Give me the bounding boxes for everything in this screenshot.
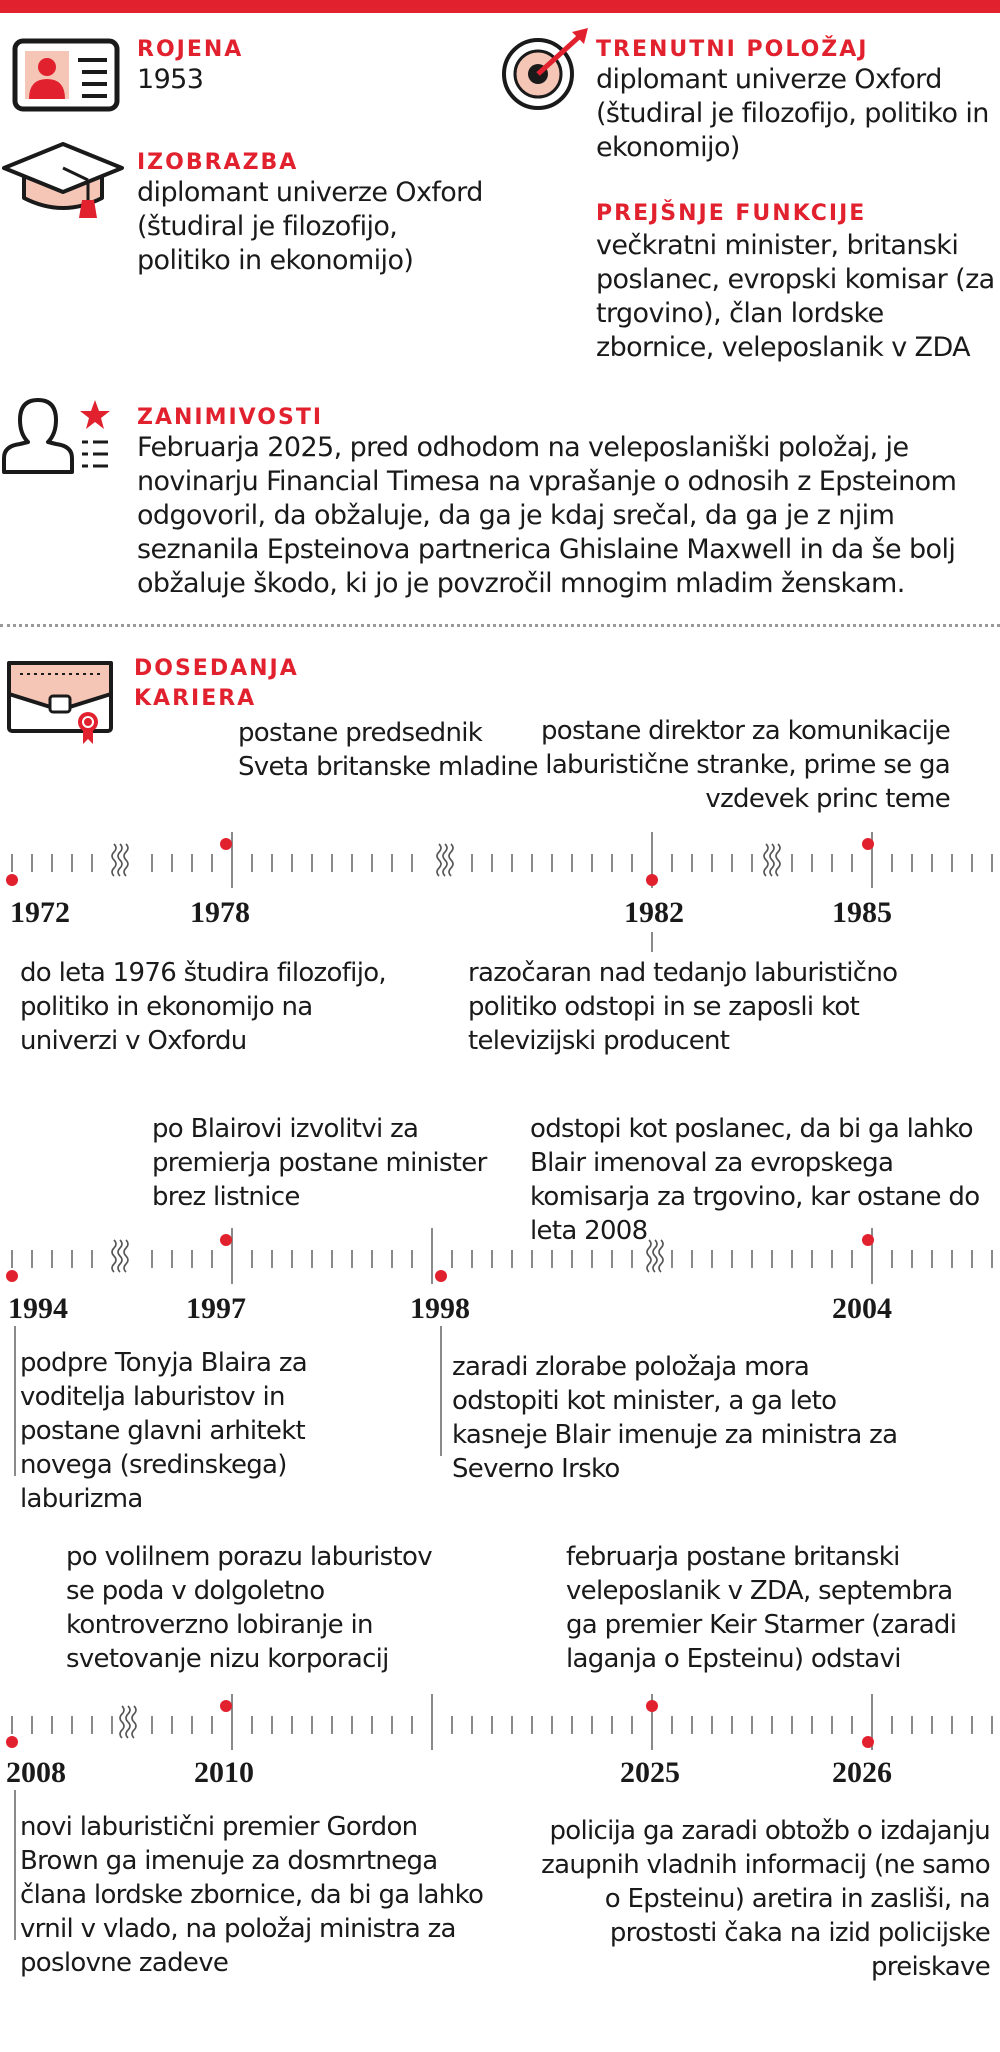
- timeline-break-mark: [123, 843, 129, 877]
- event-1985: postane direktor za komunikacije laburis…: [540, 716, 951, 814]
- timeline-break-mark: [652, 1239, 658, 1273]
- event-2008: novi laburistični premier Gordon Brown g…: [20, 1812, 484, 1978]
- event-2025: februarja postane britanski veleposlanik…: [566, 1542, 957, 1674]
- career-label-1: DOSEDANJA: [134, 656, 299, 681]
- event-dot: [435, 1270, 447, 1282]
- timeline-break-mark: [117, 1239, 123, 1273]
- year-1998: 1998: [410, 1292, 470, 1325]
- year-2004: 2004: [832, 1292, 892, 1325]
- timeline-break-mark: [442, 843, 448, 877]
- trivia-label: ZANIMIVOSTI: [137, 405, 324, 430]
- event-dot: [862, 1736, 874, 1748]
- target-icon: [502, 28, 588, 110]
- connector-2008: [14, 1790, 16, 1940]
- year-1994: 1994: [8, 1292, 68, 1325]
- person-star-icon: [2, 398, 110, 474]
- year-2025: 2025: [620, 1756, 680, 1789]
- event-dot: [646, 874, 658, 886]
- connector-1998: [440, 1326, 442, 1456]
- timeline-break-mark: [123, 1239, 129, 1273]
- year-1985: 1985: [832, 896, 892, 929]
- education-label: IZOBRAZBA: [137, 150, 299, 175]
- year-1972: 1972: [10, 896, 70, 929]
- education-value: diplomant univerze Oxford (študiral je f…: [137, 177, 483, 276]
- timeline-break-mark: [111, 1239, 117, 1273]
- year-1982: 1982: [624, 896, 684, 929]
- previous-functions-label: PREJŠNJE FUNKCIJE: [596, 201, 867, 226]
- event-2004: odstopi kot poslanec, da bi ga lahko Bla…: [530, 1114, 980, 1246]
- timeline-break-mark: [646, 1239, 652, 1273]
- timeline-break-mark: [658, 1239, 664, 1273]
- timeline-1: [6, 832, 993, 888]
- top-accent-bar: [0, 0, 1000, 13]
- year-1978: 1978: [190, 896, 250, 929]
- timeline-break-mark: [775, 843, 781, 877]
- timeline-break-mark: [117, 843, 123, 877]
- timeline-2: [6, 1228, 993, 1284]
- year-1997: 1997: [186, 1292, 246, 1325]
- current-position-label: TRENUTNI POLOŽAJ: [596, 37, 869, 62]
- event-dot: [6, 1736, 18, 1748]
- career-label-2: KARIERA: [134, 686, 257, 711]
- timeline-break-mark: [448, 843, 454, 877]
- event-dot: [220, 1234, 232, 1246]
- timeline-break-mark: [111, 843, 117, 877]
- connector-1994: [14, 1326, 16, 1476]
- event-2026: policija ga zaradi obtožb o izdajanju za…: [541, 1816, 991, 1982]
- section-divider: [0, 624, 1000, 627]
- event-1997: po Blairovi izvolitvi za premierja posta…: [152, 1114, 487, 1212]
- born-label: ROJENA: [137, 37, 244, 62]
- event-1982: razočaran nad tedanjo laburistično polit…: [468, 958, 898, 1056]
- event-dot: [862, 838, 874, 850]
- year-2008: 2008: [6, 1756, 66, 1789]
- previous-functions-value: večkratni minister, britanski poslanec, …: [596, 230, 995, 363]
- connector-1982: [651, 932, 653, 952]
- timeline-break-mark: [436, 843, 442, 877]
- event-dot: [6, 874, 18, 886]
- timeline-break-mark: [763, 843, 769, 877]
- event-dot: [220, 1700, 232, 1712]
- event-1998: zaradi zlorabe položaja mora odstopiti k…: [452, 1352, 898, 1484]
- event-dot: [862, 1234, 874, 1246]
- timeline-break-mark: [119, 1705, 125, 1739]
- id-card-icon: [12, 38, 120, 112]
- timeline-3: [6, 1694, 993, 1750]
- timeline-break-mark: [131, 1705, 137, 1739]
- event-dot: [6, 1270, 18, 1282]
- born-value: 1953: [137, 64, 204, 95]
- graduation-cap-icon: [2, 142, 124, 218]
- timeline-break-mark: [769, 843, 775, 877]
- current-position-value: diplomant univerze Oxford (študiral je f…: [596, 64, 989, 163]
- year-2026: 2026: [832, 1756, 892, 1789]
- envelope-seal-icon: [7, 661, 113, 744]
- year-2010: 2010: [194, 1756, 254, 1789]
- event-1978: postane predsednik Sveta britanske mladi…: [238, 718, 539, 782]
- trivia-value: Februarja 2025, pred odhodom na veleposl…: [137, 432, 957, 599]
- timeline-break-mark: [125, 1705, 131, 1739]
- event-1994: podpre Tonyja Blaira za voditelja laburi…: [20, 1348, 308, 1514]
- event-1972: do leta 1976 študira filozofijo, politik…: [20, 958, 387, 1056]
- event-2010: po volilnem porazu laburistov se poda v …: [66, 1542, 433, 1674]
- event-dot: [220, 838, 232, 850]
- event-dot: [646, 1700, 658, 1712]
